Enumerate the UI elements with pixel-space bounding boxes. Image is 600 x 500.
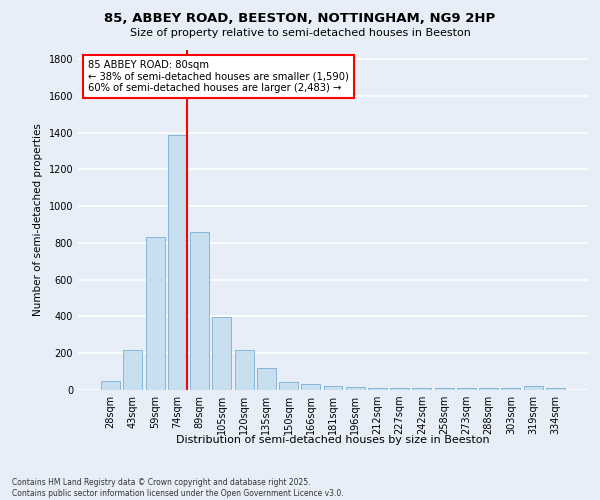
Bar	[235, 350, 254, 390]
Bar	[124, 350, 142, 390]
Text: 85 ABBEY ROAD: 80sqm
← 38% of semi-detached houses are smaller (1,590)
60% of se: 85 ABBEY ROAD: 80sqm ← 38% of semi-detac…	[88, 60, 349, 94]
Text: Contains HM Land Registry data © Crown copyright and database right 2025.
Contai: Contains HM Land Registry data © Crown c…	[12, 478, 344, 498]
Bar	[524, 386, 542, 390]
Bar	[368, 388, 387, 390]
Bar	[346, 387, 365, 390]
Text: Size of property relative to semi-detached houses in Beeston: Size of property relative to semi-detach…	[130, 28, 470, 38]
Bar	[479, 388, 498, 390]
Y-axis label: Number of semi-detached properties: Number of semi-detached properties	[33, 124, 43, 316]
Bar	[212, 318, 231, 390]
Bar	[412, 388, 431, 390]
Bar	[146, 238, 164, 390]
Bar	[301, 384, 320, 390]
Bar	[457, 388, 476, 390]
Text: Distribution of semi-detached houses by size in Beeston: Distribution of semi-detached houses by …	[176, 435, 490, 445]
Bar	[101, 381, 120, 390]
Bar	[190, 232, 209, 390]
Text: 85, ABBEY ROAD, BEESTON, NOTTINGHAM, NG9 2HP: 85, ABBEY ROAD, BEESTON, NOTTINGHAM, NG9…	[104, 12, 496, 26]
Bar	[257, 368, 276, 390]
Bar	[435, 388, 454, 390]
Bar	[502, 388, 520, 390]
Bar	[546, 388, 565, 390]
Bar	[323, 386, 343, 390]
Bar	[168, 134, 187, 390]
Bar	[390, 388, 409, 390]
Bar	[279, 382, 298, 390]
